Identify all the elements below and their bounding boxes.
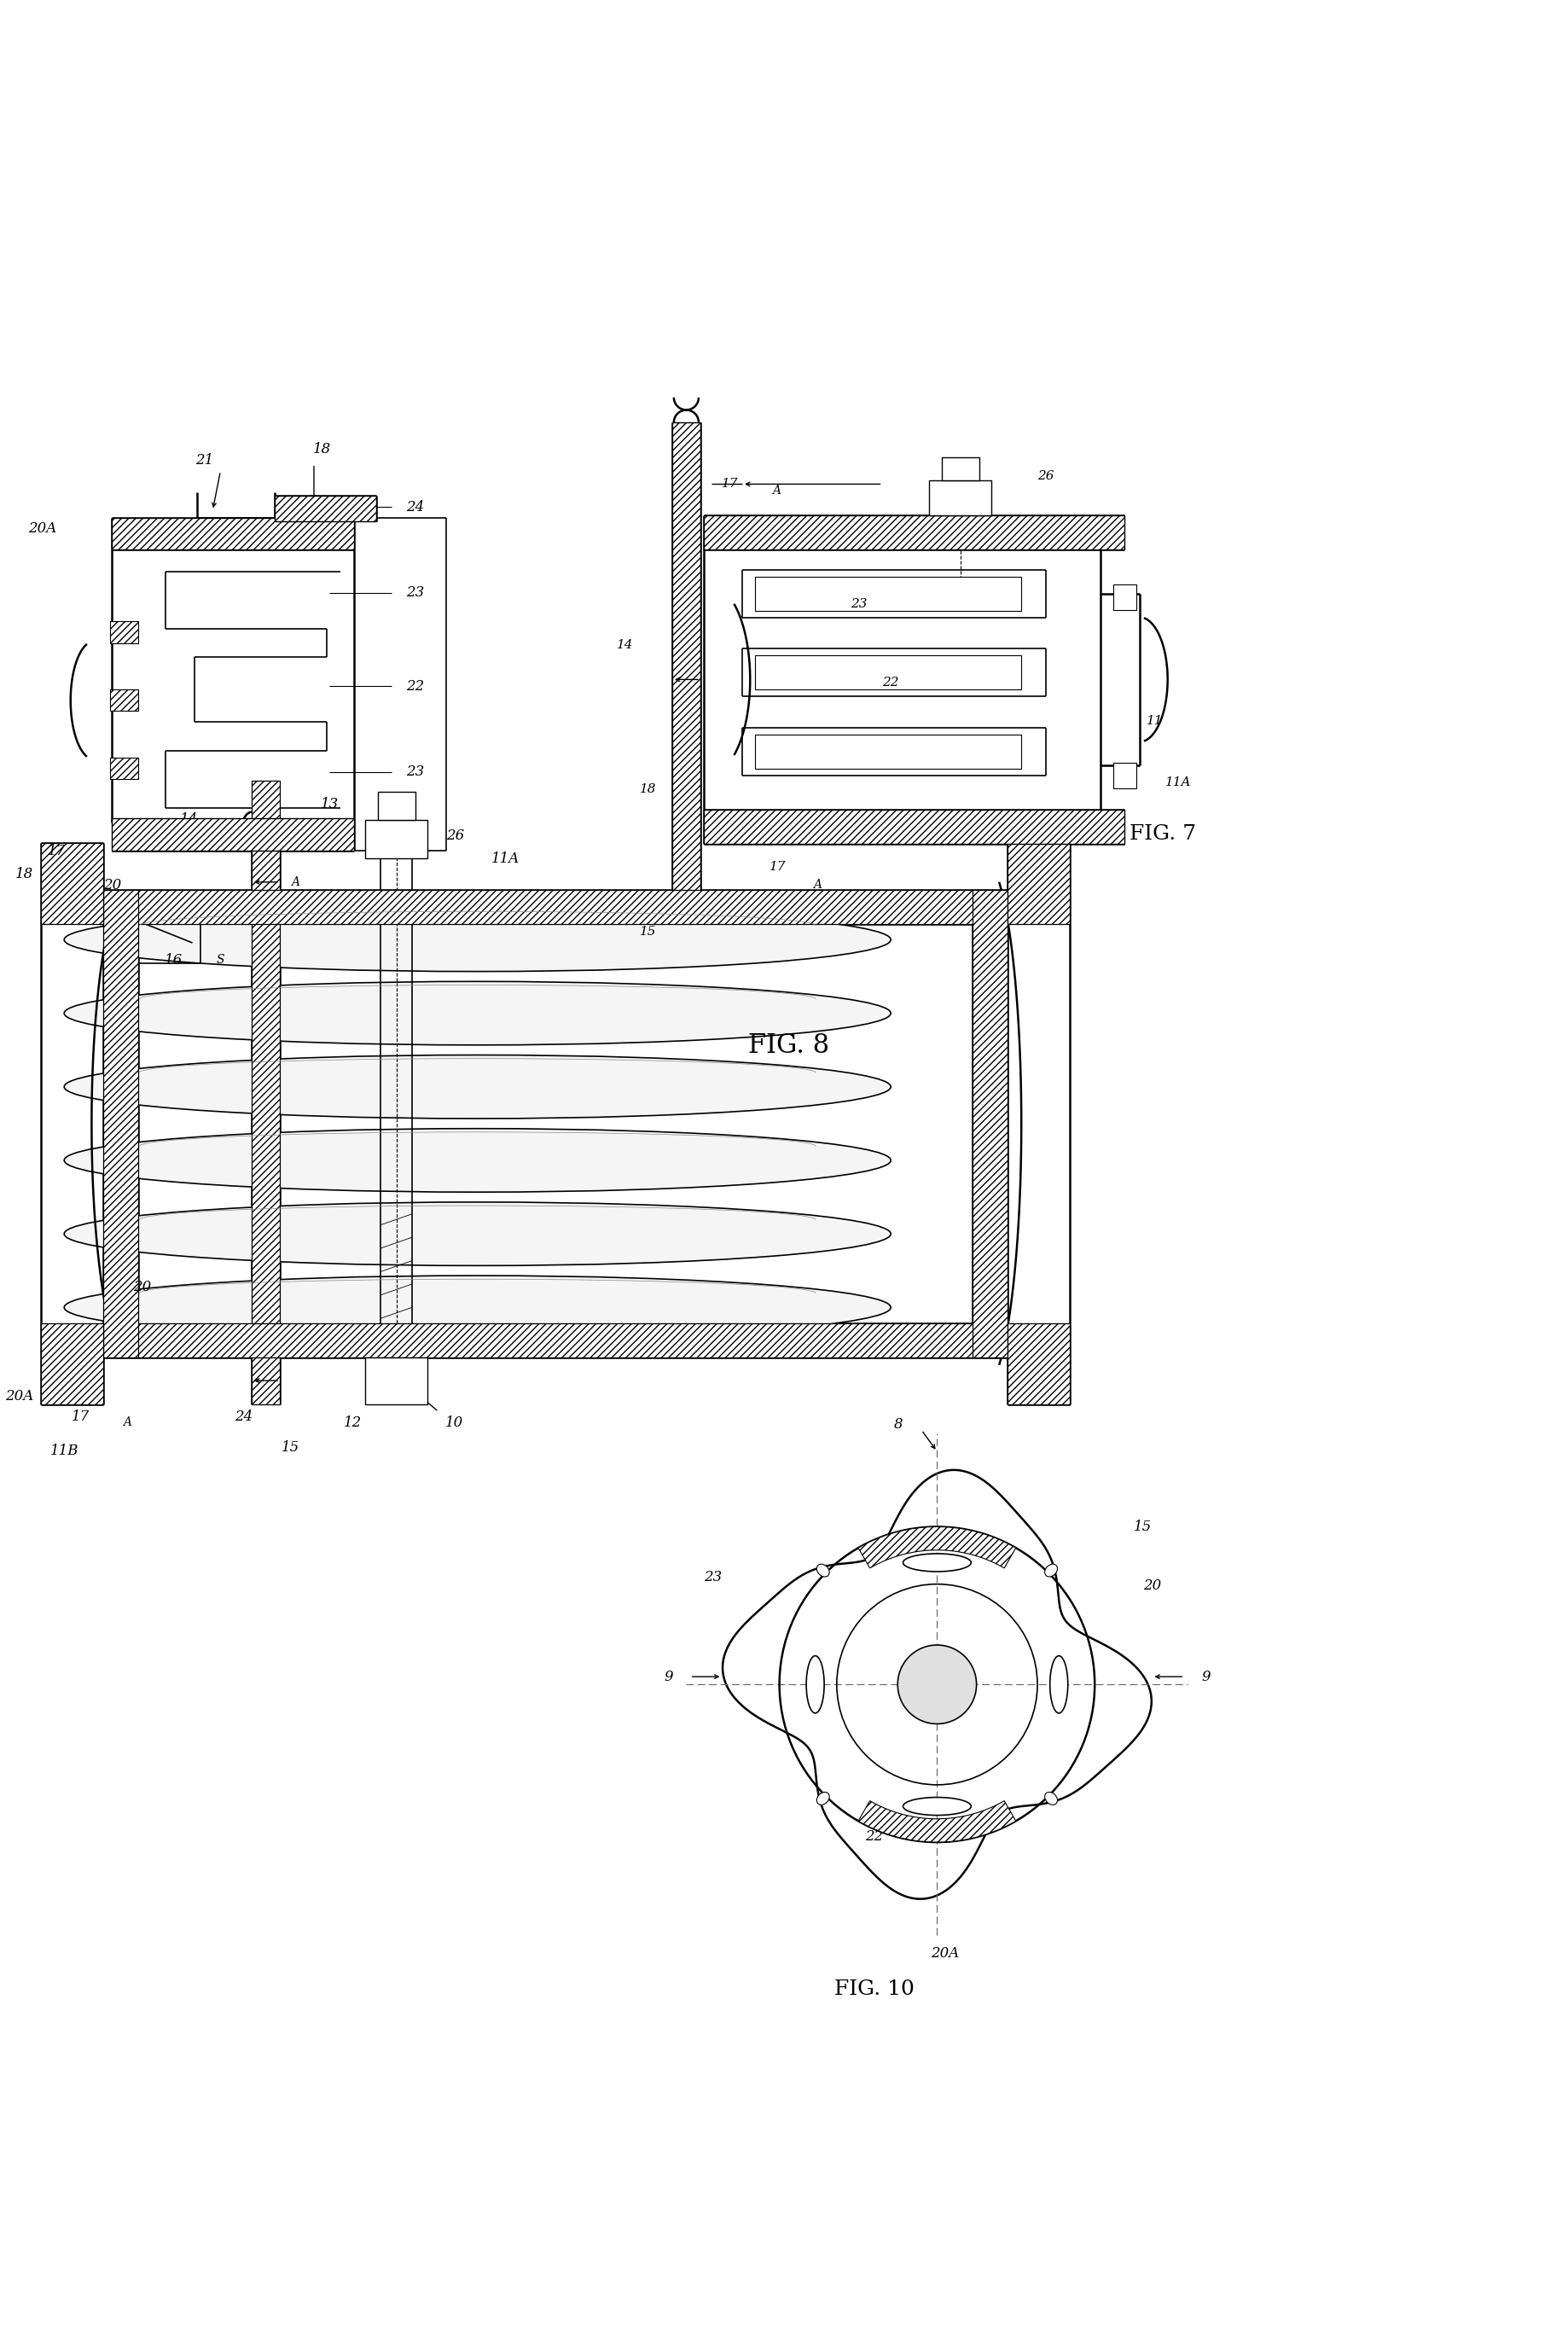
Polygon shape (110, 691, 138, 711)
Text: 18: 18 (16, 867, 33, 881)
Ellipse shape (64, 909, 891, 972)
Text: 20A: 20A (28, 521, 56, 535)
Text: 11: 11 (1146, 714, 1163, 728)
Text: 9: 9 (1201, 1669, 1210, 1683)
Text: 17: 17 (47, 844, 66, 858)
Text: 20A: 20A (931, 1946, 960, 1960)
Text: 21: 21 (196, 453, 213, 467)
Circle shape (897, 1646, 977, 1723)
Text: 13: 13 (320, 797, 339, 811)
Ellipse shape (64, 1276, 891, 1339)
Ellipse shape (64, 981, 891, 1044)
Text: 11A: 11A (1165, 777, 1192, 788)
Text: 23: 23 (406, 586, 425, 600)
Polygon shape (754, 577, 1021, 611)
Text: 11B: 11B (50, 1444, 78, 1458)
Polygon shape (111, 518, 354, 551)
Ellipse shape (1051, 1655, 1068, 1714)
Text: 23: 23 (704, 1569, 723, 1583)
Text: FIG. 6: FIG. 6 (221, 895, 287, 916)
Text: 14: 14 (616, 639, 633, 651)
Ellipse shape (903, 1553, 971, 1572)
Ellipse shape (806, 1655, 825, 1714)
Polygon shape (942, 458, 978, 481)
Polygon shape (704, 809, 1124, 844)
Text: 20: 20 (133, 1279, 152, 1295)
Text: 16: 16 (165, 953, 183, 967)
Ellipse shape (64, 1202, 891, 1265)
Ellipse shape (903, 1797, 971, 1816)
Polygon shape (251, 781, 279, 1404)
Text: 22: 22 (883, 677, 898, 688)
Polygon shape (110, 621, 138, 644)
Text: 10: 10 (445, 1416, 463, 1430)
Text: 17: 17 (721, 479, 739, 491)
Ellipse shape (817, 1793, 829, 1804)
Text: S: S (216, 953, 224, 965)
Polygon shape (365, 1358, 428, 1404)
Text: A: A (292, 877, 299, 888)
Polygon shape (673, 423, 701, 914)
Text: 20A: 20A (5, 1388, 33, 1404)
Ellipse shape (64, 1056, 891, 1118)
Polygon shape (930, 481, 991, 514)
Polygon shape (103, 1323, 1007, 1358)
Polygon shape (274, 495, 376, 521)
Polygon shape (365, 821, 428, 858)
Text: 18: 18 (640, 784, 657, 795)
Text: 22: 22 (866, 1830, 883, 1844)
Text: 15: 15 (1134, 1521, 1152, 1534)
Polygon shape (754, 735, 1021, 770)
Text: 9: 9 (663, 1669, 673, 1683)
Text: 20: 20 (103, 879, 122, 893)
Ellipse shape (817, 1565, 829, 1576)
Text: A: A (122, 1416, 132, 1428)
Text: A: A (773, 486, 781, 498)
Text: 23: 23 (406, 765, 425, 779)
Text: FIG. 7: FIG. 7 (1129, 823, 1196, 844)
Text: 26: 26 (447, 828, 464, 842)
Polygon shape (111, 818, 354, 851)
Polygon shape (1007, 1323, 1069, 1404)
Text: 8: 8 (894, 1418, 903, 1432)
Text: 12: 12 (343, 1416, 362, 1430)
Text: 20: 20 (1143, 1579, 1162, 1593)
Polygon shape (1113, 763, 1137, 788)
Polygon shape (858, 1802, 1016, 1841)
Polygon shape (41, 1323, 103, 1404)
Text: 24: 24 (235, 1409, 252, 1423)
Ellipse shape (1044, 1565, 1057, 1576)
Polygon shape (1113, 586, 1137, 609)
Text: 14: 14 (180, 811, 199, 828)
Text: 24: 24 (406, 500, 425, 514)
Text: A: A (812, 879, 822, 890)
Polygon shape (1007, 844, 1069, 923)
Polygon shape (103, 890, 1007, 923)
Text: 23: 23 (851, 598, 867, 609)
Text: 18: 18 (312, 442, 331, 456)
Text: 26: 26 (1038, 470, 1054, 481)
Polygon shape (103, 890, 138, 1358)
Polygon shape (754, 656, 1021, 691)
Text: 17: 17 (71, 1409, 89, 1423)
Polygon shape (110, 758, 138, 779)
Polygon shape (858, 1528, 1016, 1567)
Polygon shape (41, 844, 103, 923)
Text: 15: 15 (640, 925, 657, 937)
Text: 15: 15 (282, 1442, 299, 1455)
Ellipse shape (64, 1128, 891, 1193)
Text: 22: 22 (406, 679, 425, 693)
Text: FIG. 10: FIG. 10 (834, 1979, 914, 2000)
Text: FIG. 8: FIG. 8 (748, 1032, 829, 1058)
Polygon shape (378, 793, 416, 821)
Ellipse shape (1044, 1793, 1057, 1804)
Polygon shape (972, 890, 1007, 1358)
Text: 11A: 11A (491, 851, 519, 865)
Text: 17: 17 (770, 860, 787, 872)
Polygon shape (704, 514, 1124, 549)
